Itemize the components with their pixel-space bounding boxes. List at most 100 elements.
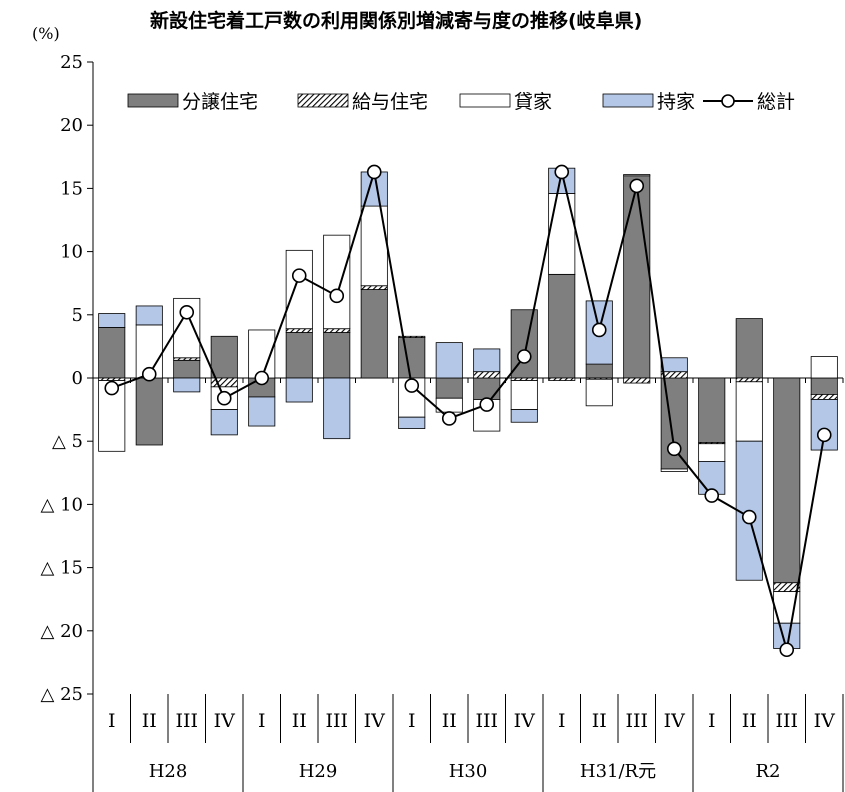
y-tick-label: 25 <box>60 52 83 73</box>
bar-segment <box>435 377 463 399</box>
x-tick-label: II <box>142 710 157 732</box>
bar-segment <box>285 328 313 333</box>
bar-segment <box>473 371 501 379</box>
bar-segment <box>773 377 801 584</box>
bar-segment <box>735 318 763 379</box>
x-group-label: H28 <box>149 761 188 782</box>
bar-segment <box>585 363 613 379</box>
x-tick-label: I <box>108 710 116 732</box>
bar-segment <box>548 193 576 275</box>
x-tick-label: IV <box>664 710 686 732</box>
total-point <box>441 411 457 426</box>
x-tick-label: I <box>558 710 566 732</box>
bar-segment <box>585 378 613 407</box>
total-point <box>816 427 832 443</box>
total-point <box>216 390 232 406</box>
bar-segment <box>623 377 651 384</box>
total-point <box>554 164 570 180</box>
y-tick-label: △ 20 <box>41 621 83 642</box>
total-point <box>366 164 382 180</box>
total-point <box>666 441 682 457</box>
x-tick-label: I <box>258 710 266 732</box>
bar-segment <box>135 377 163 446</box>
total-point <box>704 488 720 503</box>
bar-segment <box>435 342 463 379</box>
total-point <box>179 304 195 320</box>
y-tick-label: 10 <box>60 242 83 263</box>
x-tick-label: III <box>775 710 798 732</box>
total-line <box>104 164 832 658</box>
legend-swatch <box>459 93 511 108</box>
x-group-label: R2 <box>755 761 780 782</box>
bar-segment <box>360 285 388 290</box>
bar-segment <box>473 348 501 373</box>
bar-segment <box>810 394 838 400</box>
x-tick-label: III <box>325 710 348 732</box>
bar-segment <box>323 328 351 333</box>
bar-segment <box>548 377 576 381</box>
x-tick-label: III <box>625 710 648 732</box>
x-tick-label: III <box>175 710 198 732</box>
x-tick-label: II <box>292 710 307 732</box>
y-tick-label: △ 25 <box>41 684 83 705</box>
total-point <box>779 642 795 658</box>
bar-segment <box>660 357 688 373</box>
total-point <box>104 380 120 396</box>
x-tick-label: II <box>742 710 757 732</box>
total-point <box>629 178 645 194</box>
bar-segment <box>660 371 688 379</box>
bar-segment <box>398 335 426 338</box>
legend-label: 貸家 <box>514 91 552 113</box>
bar-segment <box>548 273 576 379</box>
x-tick-label: IV <box>814 710 836 732</box>
total-point <box>516 349 532 364</box>
total-point <box>291 268 307 283</box>
bar-segment <box>735 381 763 442</box>
bar-segment <box>623 175 651 379</box>
bar-segment <box>810 399 838 451</box>
total-point <box>254 370 270 386</box>
legend-swatch <box>297 93 349 108</box>
x-group-label: H29 <box>299 761 338 782</box>
y-axis-unit-label: (%) <box>32 24 60 43</box>
bar-segment <box>323 332 351 379</box>
bar-segment <box>285 332 313 379</box>
x-tick-label: IV <box>514 710 536 732</box>
x-tick-label: II <box>442 710 457 732</box>
x-tick-label: I <box>408 710 416 732</box>
y-tick-label: 0 <box>72 368 83 389</box>
bar-segment <box>735 377 763 383</box>
total-point <box>329 288 345 304</box>
bar-segment <box>360 289 388 379</box>
bar-segment <box>510 380 538 411</box>
bar-segment <box>510 409 538 423</box>
bar-segment <box>398 337 426 379</box>
total-point <box>141 366 157 382</box>
bar-segment <box>98 313 126 328</box>
bar-segment <box>135 305 163 326</box>
bar-segment <box>285 377 313 403</box>
x-group-label: H31/R元 <box>580 761 656 782</box>
x-tick-label: IV <box>214 710 236 732</box>
x-tick-label: III <box>475 710 498 732</box>
legend: 分譲住宅 給与住宅 貸家 持家 総計 <box>127 91 795 113</box>
bar-segment <box>698 377 726 443</box>
x-tick-label: I <box>708 710 716 732</box>
x-tick-label: II <box>592 710 607 732</box>
bar-segment <box>248 396 276 427</box>
y-tick-label: △ 5 <box>52 431 83 452</box>
legend-swatch <box>127 93 179 108</box>
bar-segment <box>660 468 688 472</box>
total-point <box>741 509 757 525</box>
y-tick-label: 20 <box>60 115 83 136</box>
bar-segment <box>173 377 201 393</box>
chart-title: 新設住宅着工戸数の利用関係別増減寄与度の推移(岐阜県) <box>150 10 643 32</box>
legend-marker <box>721 94 735 108</box>
legend-swatch <box>602 93 654 108</box>
legend-label: 持家 <box>657 91 695 113</box>
y-tick-label: △ 15 <box>41 558 83 579</box>
y-tick-label: △ 10 <box>41 494 83 515</box>
legend-label: 総計 <box>757 91 795 113</box>
